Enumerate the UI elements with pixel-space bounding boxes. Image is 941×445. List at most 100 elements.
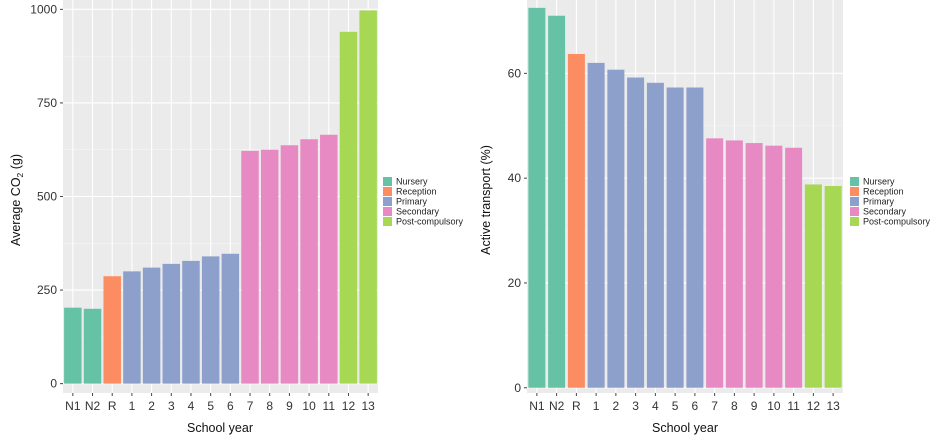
- x-tick-label: N1: [65, 399, 81, 413]
- bar-3: [627, 77, 645, 388]
- x-tick-label: 11: [323, 399, 336, 413]
- bar-12: [339, 31, 358, 384]
- x-tick-label: 5: [207, 399, 214, 413]
- x-tick-label: N1: [529, 399, 545, 413]
- legend-swatch-primary: [383, 197, 392, 206]
- bar-1: [587, 62, 605, 388]
- x-tick-label: 11: [787, 399, 800, 413]
- bar-9: [745, 143, 763, 388]
- x-tick-label: 5: [672, 399, 679, 413]
- bar-7: [706, 138, 724, 388]
- bar-5: [666, 87, 684, 388]
- x-tick-label: 4: [188, 399, 195, 413]
- bar-R: [567, 53, 585, 388]
- bar-4: [182, 260, 200, 384]
- y-tick-label: 20: [508, 276, 522, 290]
- y-tick-label: 750: [37, 96, 57, 110]
- legend-label: Nursery: [863, 177, 895, 187]
- x-tick-label: 12: [807, 399, 821, 413]
- y-tick-label: 250: [37, 283, 57, 297]
- y-axis-title: Average CO2 (g): [9, 154, 25, 246]
- y-tick-label: 0: [50, 377, 57, 391]
- legend-swatch-post-compulsory: [383, 217, 392, 226]
- bar-10: [765, 145, 783, 388]
- legend-label: Reception: [396, 187, 437, 197]
- x-tick-label: N2: [85, 399, 101, 413]
- bar-6: [686, 87, 704, 388]
- bar-9: [280, 145, 299, 384]
- bar-N2: [83, 308, 102, 384]
- x-tick-label: 10: [302, 399, 316, 413]
- x-tick-label: 9: [751, 399, 758, 413]
- bar-8: [725, 140, 743, 388]
- legend-label: Post-compulsory: [396, 217, 464, 227]
- bar-5: [201, 256, 220, 384]
- x-tick-label: 8: [731, 399, 738, 413]
- legend-swatch-post-compulsory: [850, 217, 859, 226]
- x-tick-label: 7: [711, 399, 718, 413]
- legend-swatch-nursery: [383, 177, 392, 186]
- bar-11: [785, 147, 803, 388]
- bar-7: [241, 150, 259, 384]
- bar-8: [260, 149, 279, 384]
- y-tick-label: 60: [508, 66, 522, 80]
- legend-swatch-primary: [850, 197, 859, 206]
- x-tick-label: 10: [767, 399, 781, 413]
- x-tick-label: 2: [613, 399, 620, 413]
- y-tick-label: 0: [514, 381, 521, 395]
- y-tick-label: 1000: [30, 2, 57, 16]
- y-tick-label: 500: [37, 190, 57, 204]
- bar-6: [221, 253, 240, 384]
- x-tick-label: R: [108, 399, 117, 413]
- y-axis-title: Active transport (%): [479, 145, 493, 255]
- legend-label: Nursery: [396, 177, 428, 187]
- x-tick-label: 6: [227, 399, 234, 413]
- legend-label: Primary: [863, 197, 894, 207]
- legend-label: Secondary: [863, 207, 907, 217]
- bar-N1: [528, 7, 546, 388]
- legend-label: Primary: [396, 197, 427, 207]
- legend-swatch-reception: [850, 187, 859, 196]
- x-tick-label: 9: [286, 399, 293, 413]
- legend-swatch-secondary: [850, 207, 859, 216]
- bar-3: [162, 263, 181, 384]
- legend-label: Secondary: [396, 207, 440, 217]
- bar-N1: [64, 307, 82, 384]
- x-tick-label: 8: [266, 399, 273, 413]
- bar-13: [824, 186, 842, 388]
- legend-swatch-nursery: [850, 177, 859, 186]
- bar-12: [804, 184, 822, 388]
- x-tick-label: 1: [129, 399, 136, 413]
- bar-11: [320, 134, 338, 384]
- bar-4: [646, 82, 664, 388]
- legend-swatch-reception: [383, 187, 392, 196]
- bar-13: [359, 10, 377, 384]
- y-tick-label: 40: [508, 171, 522, 185]
- bar-1: [123, 271, 141, 384]
- bar-10: [300, 139, 318, 384]
- x-tick-label: 13: [826, 399, 840, 413]
- x-tick-label: 6: [692, 399, 699, 413]
- legend-label: Reception: [863, 187, 904, 197]
- x-tick-label: 3: [168, 399, 175, 413]
- legend-swatch-secondary: [383, 207, 392, 216]
- x-axis-title: School year: [187, 421, 253, 435]
- x-tick-label: 7: [247, 399, 254, 413]
- x-tick-label: 13: [361, 399, 375, 413]
- x-tick-label: 1: [593, 399, 600, 413]
- bar-R: [103, 276, 121, 384]
- x-tick-label: 2: [148, 399, 155, 413]
- legend: NurseryReceptionPrimarySecondaryPost-com…: [850, 177, 931, 227]
- x-tick-label: 4: [652, 399, 659, 413]
- x-tick-label: R: [572, 399, 581, 413]
- x-tick-label: 12: [342, 399, 356, 413]
- legend: NurseryReceptionPrimarySecondaryPost-com…: [383, 177, 464, 227]
- legend-label: Post-compulsory: [863, 217, 931, 227]
- bar-2: [607, 69, 625, 388]
- bar-2: [142, 267, 161, 384]
- x-axis-title: School year: [652, 421, 718, 435]
